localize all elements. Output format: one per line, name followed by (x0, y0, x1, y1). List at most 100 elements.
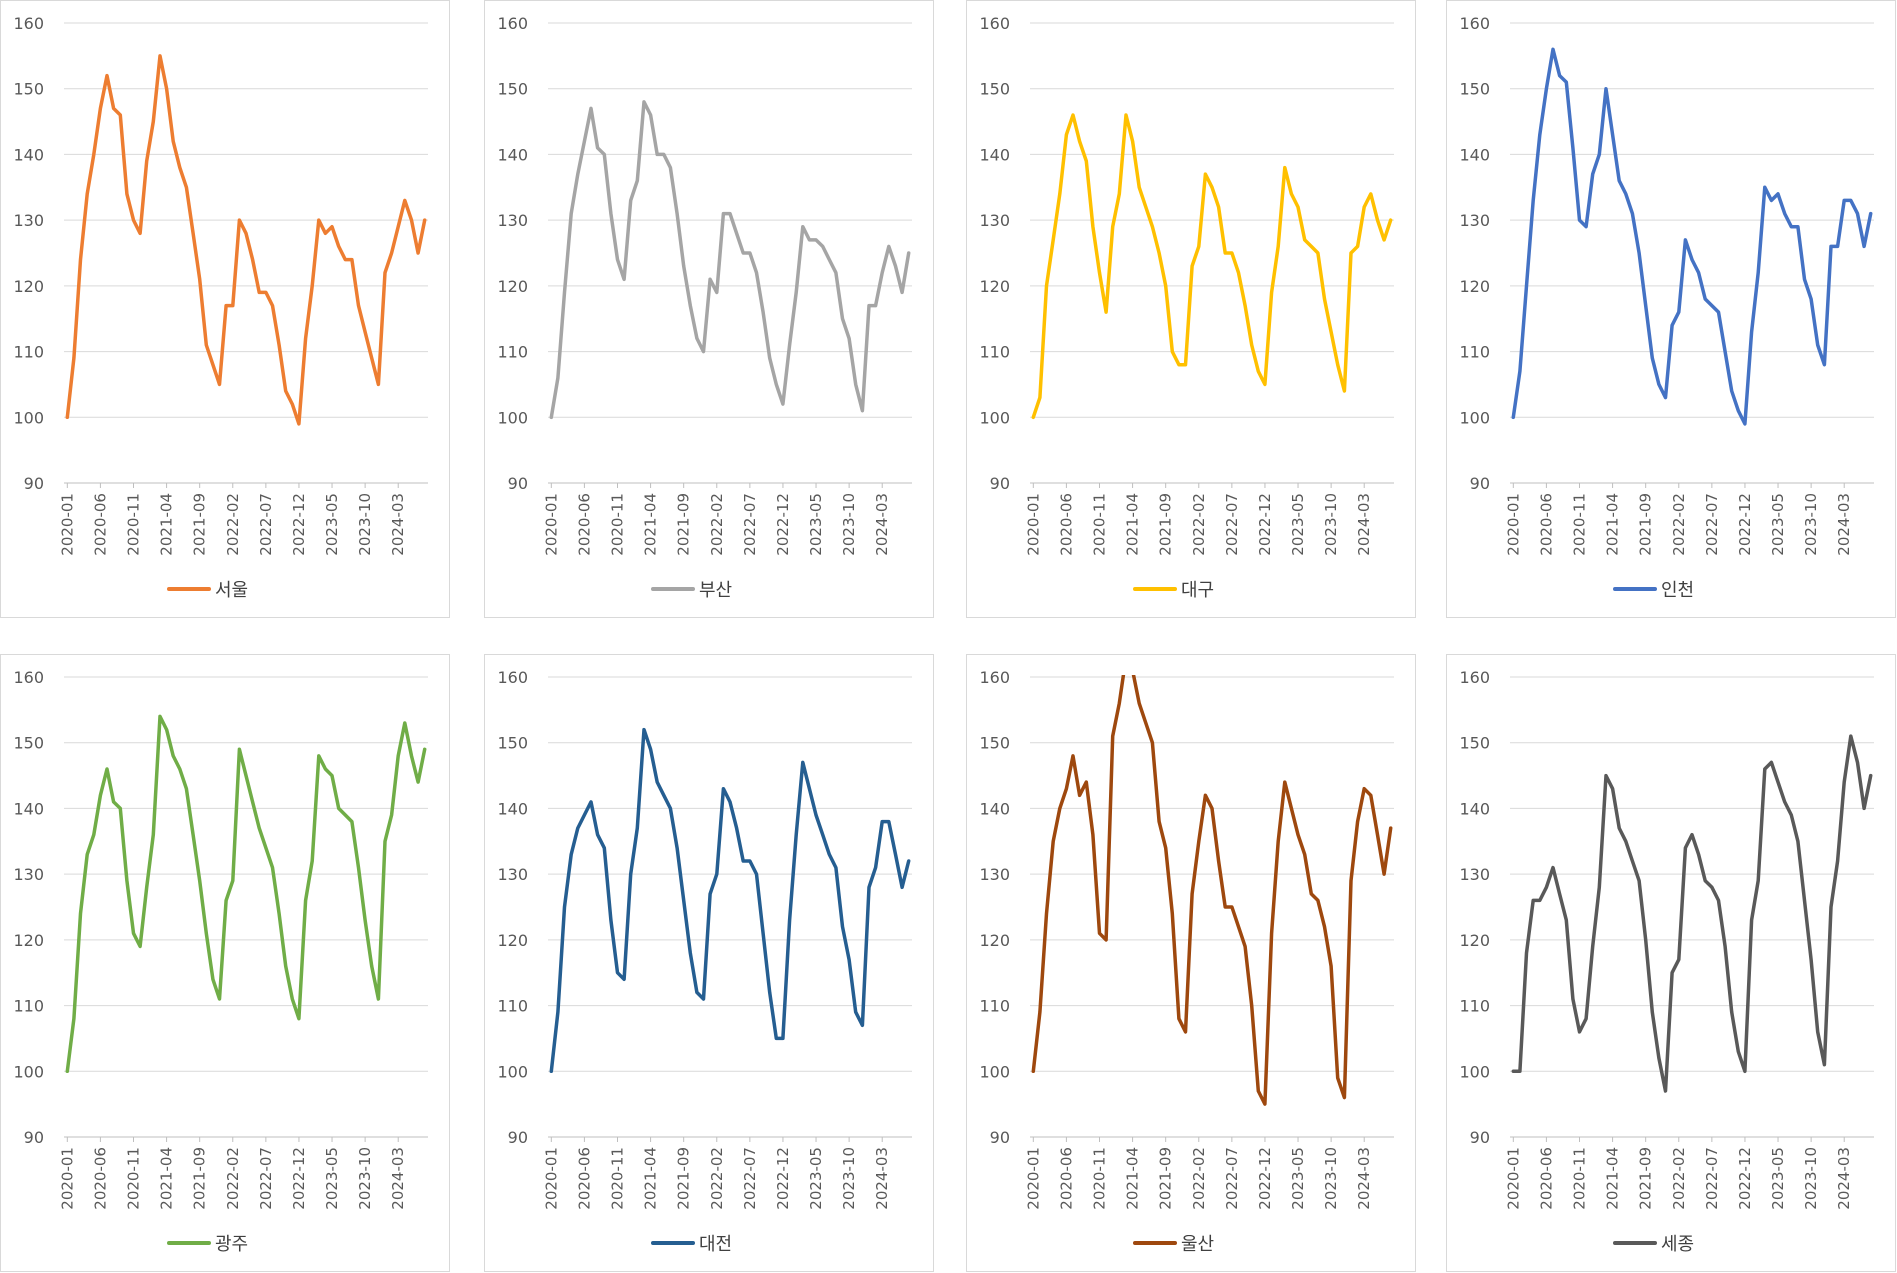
x-tick-label: 2024-03 (389, 1147, 407, 1210)
chart-svg: 90 100 110 120 130 140 150 160 2020-01 2020-06 202… (979, 668, 1394, 1255)
y-tick-label: 160 (13, 668, 44, 687)
legend-label: 광주 (215, 1234, 248, 1255)
x-tick-label: 2021-04 (642, 1147, 660, 1210)
legend-label: 서울 (215, 580, 248, 601)
legend-label: 대구 (1181, 580, 1214, 601)
x-tick-label: 2023-10 (1322, 1147, 1340, 1210)
x-tick-label: 2021-09 (191, 493, 209, 556)
y-tick-label: 150 (497, 734, 528, 753)
x-tick-label: 2020-11 (124, 493, 142, 556)
x-tick-label: 2023-10 (1802, 1147, 1820, 1210)
y-tick-label: 120 (1459, 931, 1490, 950)
y-tick-label: 90 (508, 474, 528, 493)
x-tick-label: 2023-10 (840, 1147, 858, 1210)
legend-label: 세종 (1661, 1234, 1694, 1255)
y-tick-label: 160 (1459, 668, 1490, 687)
y-tick-label: 150 (497, 80, 528, 99)
x-tick-label: 2022-07 (257, 493, 275, 556)
chart-panel-busan: 90 100 110 120 130 140 150 160 2020-01 2020-06 202… (484, 0, 934, 618)
legend-label: 울산 (1181, 1234, 1214, 1255)
x-tick-label: 2022-07 (1223, 493, 1241, 556)
x-tick-label: 2022-12 (774, 493, 792, 556)
x-tick-label: 2020-01 (1024, 493, 1042, 556)
x-tick-label: 2023-05 (1289, 1147, 1307, 1210)
chart-panel-daejeon: 90 100 110 120 130 140 150 160 2020-01 2020-06 202… (484, 654, 934, 1272)
y-tick-label: 100 (1459, 1062, 1490, 1081)
y-tick-label: 140 (497, 145, 528, 164)
x-tick-label: 2021-09 (1157, 493, 1175, 556)
y-tick-label: 140 (13, 799, 44, 818)
y-tick-label: 110 (1459, 997, 1490, 1016)
y-tick-label: 160 (497, 668, 528, 687)
x-tick-label: 2023-05 (807, 493, 825, 556)
y-tick-label: 130 (979, 865, 1010, 884)
x-tick-label: 2021-09 (1637, 1147, 1655, 1210)
x-tick-label: 2022-07 (257, 1147, 275, 1210)
x-tick-label: 2024-03 (1835, 1147, 1853, 1210)
x-tick-label: 2022-02 (708, 1147, 726, 1210)
x-tick-label: 2023-10 (356, 493, 374, 556)
x-tick-label: 2023-10 (1802, 493, 1820, 556)
x-tick-label: 2023-10 (840, 493, 858, 556)
x-tick-label: 2022-02 (224, 1147, 242, 1210)
x-tick-label: 2020-11 (608, 493, 626, 556)
x-tick-label: 2022-02 (1670, 1147, 1688, 1210)
y-tick-label: 140 (1459, 799, 1490, 818)
chart-panel-seoul: 90 100 110 120 130 140 150 160 2020-01 2020-06 202… (0, 0, 450, 618)
x-tick-label: 2021-04 (1604, 1147, 1622, 1210)
x-tick-label: 2020-01 (1024, 1147, 1042, 1210)
x-tick-label: 2024-03 (873, 493, 891, 556)
y-tick-label: 120 (1459, 277, 1490, 296)
x-tick-label: 2020-11 (1570, 493, 1588, 556)
x-tick-label: 2020-06 (575, 493, 593, 556)
x-tick-label: 2024-03 (1355, 493, 1373, 556)
x-tick-label: 2024-03 (1355, 1147, 1373, 1210)
series-line (1031, 113, 1393, 420)
y-tick-label: 110 (13, 997, 44, 1016)
y-tick-label: 140 (497, 799, 528, 818)
x-tick-label: 2024-03 (873, 1147, 891, 1210)
series-line (1031, 675, 1393, 1106)
chart-svg: 90 100 110 120 130 140 150 160 2020-01 2020-06 202… (979, 14, 1394, 601)
y-tick-label: 90 (990, 474, 1010, 493)
x-tick-label: 2023-05 (1769, 1147, 1787, 1210)
y-tick-label: 150 (13, 734, 44, 753)
x-tick-label: 2020-01 (58, 493, 76, 556)
x-tick-label: 2020-01 (542, 1147, 560, 1210)
x-tick-label: 2020-06 (91, 1147, 109, 1210)
legend-label: 부산 (699, 580, 732, 601)
y-tick-label: 150 (1459, 80, 1490, 99)
x-tick-label: 2020-01 (1504, 1147, 1522, 1210)
y-tick-label: 130 (497, 211, 528, 230)
y-tick-label: 120 (979, 277, 1010, 296)
x-tick-label: 2022-12 (1736, 493, 1754, 556)
y-tick-label: 100 (497, 408, 528, 427)
x-tick-label: 2023-05 (1769, 493, 1787, 556)
x-tick-label: 2022-12 (290, 1147, 308, 1210)
x-tick-label: 2023-05 (807, 1147, 825, 1210)
x-tick-label: 2022-12 (774, 1147, 792, 1210)
y-tick-label: 130 (13, 211, 44, 230)
x-tick-label: 2022-02 (708, 493, 726, 556)
x-tick-label: 2020-06 (1057, 1147, 1075, 1210)
series-line (1511, 47, 1873, 426)
x-tick-label: 2022-12 (1256, 493, 1274, 556)
chart-svg: 90 100 110 120 130 140 150 160 2020-01 2020-06 202… (497, 668, 912, 1255)
y-tick-label: 150 (979, 734, 1010, 753)
x-tick-label: 2021-04 (158, 1147, 176, 1210)
x-tick-label: 2022-12 (290, 493, 308, 556)
x-tick-label: 2020-06 (575, 1147, 593, 1210)
y-tick-label: 140 (1459, 145, 1490, 164)
x-tick-label: 2021-09 (675, 493, 693, 556)
x-tick-label: 2022-07 (741, 493, 759, 556)
y-tick-label: 110 (979, 997, 1010, 1016)
y-tick-label: 160 (979, 14, 1010, 33)
y-tick-label: 150 (1459, 734, 1490, 753)
chart-svg: 90 100 110 120 130 140 150 160 2020-01 2020-06 202… (13, 14, 428, 601)
y-tick-label: 150 (979, 80, 1010, 99)
x-tick-label: 2020-06 (1537, 493, 1555, 556)
x-tick-label: 2020-11 (1090, 493, 1108, 556)
y-tick-label: 120 (13, 277, 44, 296)
y-tick-label: 120 (497, 277, 528, 296)
chart-svg: 90 100 110 120 130 140 150 160 2020-01 2020-06 202… (1459, 14, 1874, 601)
